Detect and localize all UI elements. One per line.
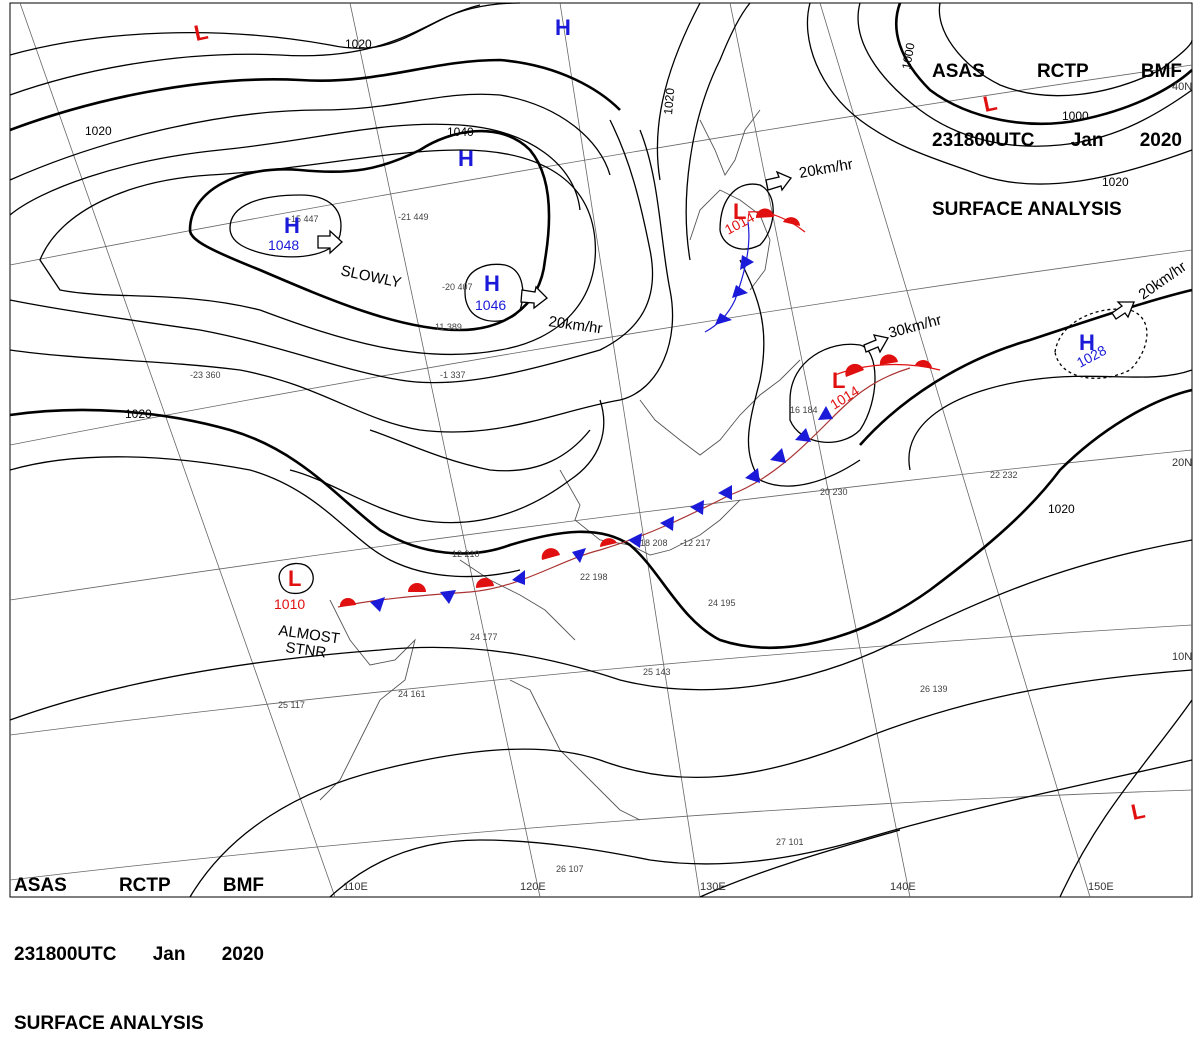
header-agency: ASAS (14, 875, 67, 896)
lon-label: 120E (520, 881, 546, 893)
station-plot: 16 184 (790, 405, 818, 415)
low-pressure-value: 1010 (274, 596, 305, 612)
station-plots: -15 447 -21 449 -20 407 11 389 -1 337 -2… (190, 212, 1018, 874)
station-plot: 25 117 (278, 700, 305, 710)
high-center-marker: H (458, 146, 474, 171)
warm-front-north (747, 211, 806, 233)
high-center-marker: H (1079, 330, 1095, 355)
isobar-label: 1000 (899, 41, 917, 70)
low-center-marker: L (288, 566, 301, 591)
station-plot: 24 195 (708, 598, 736, 608)
weather-map: 1020 1040 1020 1020 1000 1000 1020 1020 … (9, 2, 1193, 898)
station-plot: -1 337 (440, 370, 466, 380)
station-plot: 25 143 (643, 667, 671, 677)
arrow-icon (863, 334, 890, 354)
station-plot: 11 389 (435, 322, 462, 332)
isobar-labels: 1020 1040 1020 1020 1000 1000 1020 1020 … (85, 37, 1129, 516)
high-pressure-value: 1048 (268, 237, 299, 253)
station-plot: 24 161 (398, 689, 426, 699)
chart-header-bottom-left: ASAS RCTP BMF 231800UTC Jan 2020 SURFACE… (14, 828, 264, 1058)
low-pressure-value: 1014 (722, 209, 757, 238)
fronts (337, 208, 941, 612)
warm-front-semicircles (339, 208, 932, 607)
high-pressure-value: 1046 (475, 297, 506, 313)
low-center-marker: L (832, 368, 845, 393)
isobar-label: 1020 (85, 124, 112, 138)
station-plot: 12 210 (452, 549, 480, 559)
header-office: BMF (1140, 61, 1182, 82)
isobar-label: 1020 (1048, 502, 1075, 516)
chart-header-top-right: ASAS RCTP BMF 231800UTC Jan 2020 SURFACE… (932, 14, 1182, 244)
low-center-marker: L (733, 199, 746, 224)
isobar-label: 1020 (661, 87, 677, 115)
movement-text: 20km/hr (1136, 258, 1190, 303)
header-month: Jan (1070, 130, 1104, 151)
movement-text: STNR (284, 639, 327, 662)
header-agency: ASAS (932, 61, 985, 82)
station-plot: 26 107 (556, 864, 584, 874)
coastlines (319, 109, 801, 821)
station-plot: -15 447 (288, 214, 319, 224)
header-title: SURFACE ANALYSIS (932, 199, 1122, 220)
lon-label: 140E (890, 881, 916, 893)
station-plot: -20 407 (442, 282, 473, 292)
header-year: 2020 (221, 944, 264, 965)
header-station: RCTP (1036, 61, 1089, 82)
isobar-label: 1040 (447, 125, 474, 139)
high-center-marker: H (284, 213, 300, 238)
station-plot: 27 101 (776, 837, 804, 847)
header-office: BMF (222, 875, 264, 896)
arrow-icon (1111, 301, 1135, 320)
header-month: Jan (152, 944, 186, 965)
high-center-marker: H (555, 15, 571, 40)
movement-text: 20km/hr (547, 313, 603, 337)
lon-label: 150E (1088, 881, 1114, 893)
header-time: 231800UTC (14, 944, 117, 965)
station-plot: -23 360 (190, 370, 221, 380)
lat-label: 40N (1172, 81, 1192, 93)
low-center-marker: L (1129, 798, 1147, 825)
header-year: 2020 (1139, 130, 1182, 151)
station-plot: 22 198 (580, 572, 608, 582)
isobar-label: 1020 (125, 407, 152, 421)
isobar-label: 1020 (1102, 175, 1129, 189)
low-center-marker: L (981, 90, 999, 117)
station-plot: 22 232 (990, 470, 1018, 480)
station-plot: 18 208 (640, 538, 668, 548)
movement-text: SLOWLY (339, 262, 403, 291)
movement-text: 30km/hr (887, 311, 944, 341)
header-station: RCTP (118, 875, 171, 896)
isobars (9, 2, 1193, 898)
coordinate-labels: 40N 20N 10N 110E 120E 130E 140E 150E (343, 81, 1192, 893)
lon-label: 110E (343, 881, 368, 893)
arrow-icon (765, 170, 793, 192)
header-title: SURFACE ANALYSIS (14, 1013, 204, 1034)
lat-label: 10N (1172, 651, 1192, 663)
isobar-label: 1020 (345, 37, 372, 51)
low-center-marker: L (192, 19, 210, 46)
movement-text: 20km/hr (798, 156, 854, 182)
station-plot: -21 449 (398, 212, 429, 222)
station-plot: 26 139 (920, 684, 948, 694)
header-time: 231800UTC (932, 130, 1035, 151)
movement-arrows (317, 170, 1135, 354)
isobar-label: 1000 (1062, 109, 1089, 123)
arrow-icon (317, 229, 343, 255)
cold-front-triangles (370, 255, 833, 612)
station-plot: 20 230 (820, 487, 848, 497)
arrow-icon (520, 285, 548, 310)
lon-label: 130E (700, 881, 726, 893)
high-center-marker: H (484, 271, 500, 296)
station-plot: 24 177 (470, 632, 498, 642)
lat-label: 20N (1172, 457, 1192, 469)
station-plot: -12 217 (680, 538, 711, 548)
warm-front-east (834, 363, 941, 376)
